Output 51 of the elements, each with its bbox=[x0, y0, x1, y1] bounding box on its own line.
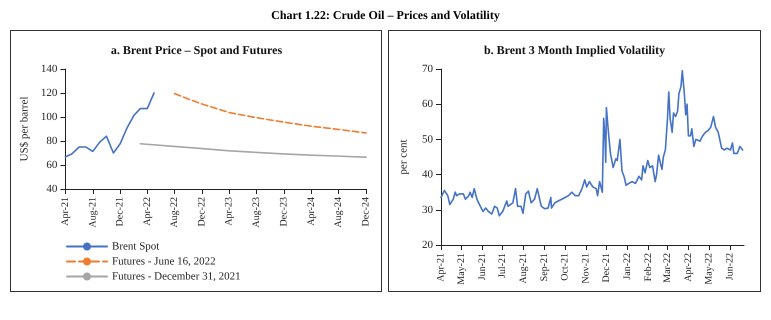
x-tick-label: Mar-22 bbox=[662, 253, 673, 283]
y-tick-label: 80 bbox=[46, 135, 58, 147]
caption: Chart 1.22: Crude Oil – Prices and Volatility bbox=[270, 8, 501, 23]
x-tick-label: Dec-21 bbox=[114, 197, 126, 226]
x-tick-label: May-21 bbox=[456, 253, 467, 285]
x-tick-label: Jan-22 bbox=[622, 253, 633, 280]
x-tick-label: Dec-22 bbox=[196, 197, 208, 226]
x-tick-label: Apr-22 bbox=[142, 197, 153, 226]
line-series bbox=[174, 92, 367, 134]
x-tick-label: Apr-22 bbox=[682, 253, 694, 282]
y-tick-label: 60 bbox=[46, 159, 58, 171]
y-tick-label: 50 bbox=[422, 133, 434, 146]
legend-label: Futures - June 16, 2022 bbox=[112, 256, 216, 268]
y-axis-title: per cent bbox=[398, 139, 410, 175]
y-tick-label: 140 bbox=[40, 63, 58, 75]
x-tick-label: Aug-23 bbox=[251, 197, 262, 228]
y-axis-title: US$ per barrel bbox=[18, 96, 30, 162]
x-tick-label: Sep-21 bbox=[539, 253, 550, 282]
y-tick-label: 100 bbox=[40, 111, 58, 123]
y-tick-label: 30 bbox=[422, 204, 434, 216]
x-tick-label: Feb-22 bbox=[642, 253, 654, 282]
x-tick-label: Nov-21 bbox=[580, 253, 592, 284]
line-series bbox=[140, 142, 367, 158]
y-tick-label: 120 bbox=[40, 87, 58, 99]
line-series bbox=[64, 92, 155, 158]
y-tick-label: 40 bbox=[422, 168, 434, 181]
legend-label: Futures - December 31, 2021 bbox=[112, 270, 241, 282]
x-tick-label: Aug-24 bbox=[333, 197, 344, 228]
x-tick-label: Oct-21 bbox=[560, 253, 571, 281]
x-tick-label: Dec-23 bbox=[278, 197, 290, 226]
x-tick-label: Aug-21 bbox=[518, 253, 530, 284]
x-tick-label: Jun-22 bbox=[724, 253, 736, 280]
y-tick-label: 20 bbox=[422, 239, 434, 251]
x-tick-label: Aug-21 bbox=[87, 197, 98, 228]
x-tick-label: Apr-21 bbox=[436, 253, 446, 282]
legend-label: Brent Spot bbox=[112, 240, 160, 252]
x-tick-label: Dec-24 bbox=[360, 197, 372, 226]
chart-title: b. Brent 3 Month Implied Volatility bbox=[484, 43, 666, 57]
x-tick-label: Apr-23 bbox=[224, 197, 235, 226]
x-tick-label: Jul-21 bbox=[497, 253, 508, 278]
y-tick-label: 70 bbox=[422, 63, 434, 75]
x-tick-label: Apr-21 bbox=[60, 197, 71, 226]
x-tick-label: Apr-24 bbox=[306, 197, 317, 226]
x-tick-label: Aug-22 bbox=[169, 197, 180, 228]
y-tick-label: 40 bbox=[46, 183, 58, 195]
y-tick-label: 60 bbox=[422, 98, 434, 110]
x-tick-label: Dec-21 bbox=[600, 253, 612, 282]
x-tick-label: May-22 bbox=[703, 253, 714, 285]
chart-title: a. Brent Price – Spot and Futures bbox=[110, 43, 282, 57]
x-tick-label: Jun-21 bbox=[476, 253, 488, 280]
line-series bbox=[440, 70, 744, 217]
